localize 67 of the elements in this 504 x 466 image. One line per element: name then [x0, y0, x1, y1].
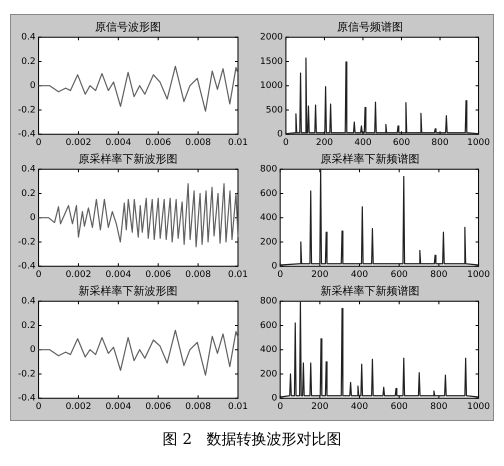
x-tick-label: 0.008 [185, 270, 212, 280]
x-tick-label: 200 [311, 402, 329, 412]
y-tick-label: 400 [260, 345, 278, 356]
x-tick-label: 800 [430, 402, 448, 412]
y-tick-label: 0 [277, 130, 284, 140]
y-tick-label: -0.2 [18, 237, 36, 248]
y-tick-label: 0.4 [21, 164, 36, 175]
y-tick-label: -0.4 [18, 130, 36, 140]
x-tick-label: 400 [354, 138, 372, 148]
y-tick-label: 0.2 [21, 56, 36, 67]
y-tick-label: 600 [260, 320, 278, 331]
y-tick-label: 200 [260, 369, 278, 380]
y-tick-label: 0 [271, 262, 278, 272]
x-tick-label: 600 [390, 402, 408, 412]
x-tick-label: 0.002 [66, 402, 92, 412]
y-tick-label: 1500 [260, 56, 284, 67]
x-tick-label: 0.006 [145, 402, 172, 412]
y-tick-label: 0 [30, 81, 36, 92]
chart-title: 原采样率下新波形图 [78, 152, 178, 166]
y-tick-label: -0.2 [18, 105, 36, 116]
x-tick-label: 200 [311, 270, 329, 280]
chart-title: 原信号频谱图 [337, 20, 403, 34]
chart-title: 原采样率下新频谱图 [320, 152, 420, 166]
y-tick-label: 0 [271, 394, 278, 404]
y-tick-label: 0.4 [21, 32, 36, 43]
caption: 图 2 数据转换波形对比图 [162, 430, 342, 449]
y-tick-label: 200 [260, 237, 278, 248]
y-tick-label: 600 [260, 188, 278, 199]
x-tick-label: 600 [392, 138, 410, 148]
x-tick-label: 0.008 [185, 138, 212, 148]
y-tick-label: -0.2 [18, 369, 36, 380]
x-tick-label: 0.004 [105, 402, 132, 412]
x-tick-label: 200 [316, 138, 334, 148]
y-tick-label: 400 [260, 213, 278, 224]
y-tick-label: -0.4 [18, 262, 36, 272]
y-tick-label: 0.2 [21, 188, 36, 199]
chart-title: 原信号波形图 [95, 20, 161, 34]
x-tick-label: 800 [430, 270, 448, 280]
y-tick-label: 0.2 [21, 320, 36, 331]
x-tick-label: 800 [431, 138, 449, 148]
x-tick-label: 1000 [467, 402, 490, 412]
x-tick-label: 0.01 [228, 138, 248, 148]
x-tick-label: 600 [390, 270, 408, 280]
x-tick-label: 0.002 [66, 270, 92, 280]
y-tick-label: 800 [260, 296, 278, 307]
x-tick-label: 0.008 [185, 402, 212, 412]
y-tick-label: -0.4 [18, 394, 36, 404]
y-tick-label: 800 [260, 164, 278, 175]
y-tick-label: 0.4 [21, 296, 36, 307]
x-tick-label: 1000 [467, 138, 490, 148]
x-tick-label: 0.002 [66, 138, 92, 148]
y-tick-label: 2000 [260, 32, 284, 43]
x-tick-label: 0.01 [228, 270, 248, 280]
x-tick-label: 0.004 [105, 138, 132, 148]
chart-title: 新采样率下新波形图 [78, 284, 178, 298]
x-tick-label: 0.006 [145, 270, 172, 280]
y-tick-label: 0 [30, 345, 36, 356]
x-tick-label: 400 [350, 270, 368, 280]
x-tick-label: 0.006 [145, 138, 172, 148]
x-tick-label: 0.004 [105, 270, 132, 280]
x-tick-label: 400 [350, 402, 368, 412]
y-tick-label: 0 [30, 213, 36, 224]
x-tick-label: 0.01 [228, 402, 248, 412]
y-tick-label: 500 [266, 105, 284, 116]
y-tick-label: 1000 [260, 81, 284, 92]
chart-title: 新采样率下新频谱图 [320, 284, 420, 298]
x-tick-label: 1000 [467, 270, 490, 280]
